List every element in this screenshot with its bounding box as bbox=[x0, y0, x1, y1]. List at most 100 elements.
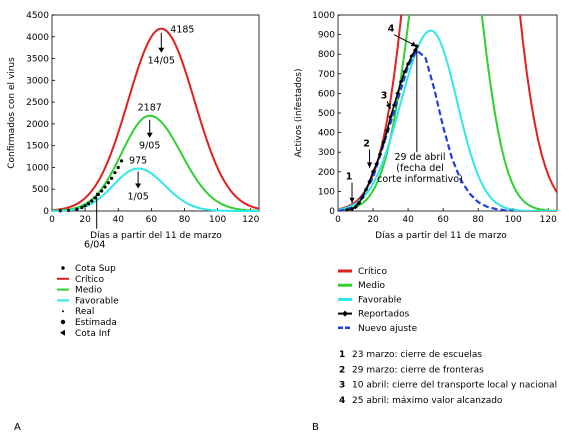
panel-a-y-axis-label: Confirmados con el virus bbox=[7, 57, 17, 169]
panel-a-observed-point bbox=[116, 165, 120, 170]
panel-b-series-medio bbox=[338, 15, 557, 211]
panel-b-note-text: 23 marzo: cierre de escuelas bbox=[352, 350, 482, 360]
panel-b-plot-area bbox=[338, 15, 557, 211]
panel-b-notes: 1 23 marzo: cierre de escuelas 2 29 marzo: … bbox=[339, 350, 557, 406]
panel-b-y-axis-label: Activos (infestados) bbox=[294, 69, 304, 158]
panel-b-series-favorable bbox=[338, 29, 557, 211]
panel-b-y-tick-label: 700 bbox=[318, 70, 335, 80]
panel-b-reportados-point bbox=[374, 161, 379, 167]
panel-a-observed-point bbox=[100, 189, 104, 193]
panel-b-legend-label: Reportados bbox=[358, 310, 410, 320]
panel-b-reportados-point bbox=[367, 179, 372, 184]
panel-a-y-tick-label: 500 bbox=[32, 185, 49, 195]
panel-b-x-tick-label: 0 bbox=[335, 215, 341, 225]
panel-a-x-tick-label: 40 bbox=[113, 215, 125, 225]
panel-b-event-1-label: 1 bbox=[346, 172, 353, 183]
panel-a-y-tick-label: 3500 bbox=[26, 55, 49, 65]
panel-b-y-tick-label: 400 bbox=[318, 129, 335, 139]
panel-b-reportados-point bbox=[344, 207, 349, 211]
panel-a-x-tick-label: 0 bbox=[49, 215, 55, 225]
panel-b-reportados-point bbox=[395, 91, 400, 96]
panel-b-reportados-point bbox=[391, 102, 397, 108]
panel-a-label: A bbox=[14, 422, 21, 433]
panel-a-y-tick-label: 0 bbox=[43, 207, 49, 217]
panel-b-reportados-point bbox=[353, 204, 358, 210]
panel-a-peak-favorable-arrow-head bbox=[135, 183, 142, 189]
panel-b-y-tick-label: 200 bbox=[318, 168, 335, 178]
panel-b-note-text: 29 marzo: cierre de fronteras bbox=[352, 365, 484, 375]
panel-a-y-tick-label: 1500 bbox=[26, 142, 49, 152]
panel-a-x-tick-label: 20 bbox=[79, 215, 91, 225]
panel-a-peak-critico-value: 4185 bbox=[170, 25, 194, 36]
panel-b-legend-marker bbox=[342, 310, 348, 317]
panel-a-x-tick-label: 120 bbox=[242, 215, 259, 225]
panel-b-series-nuevo-ajuste bbox=[338, 48, 514, 211]
panel-a-plot-frame bbox=[51, 14, 260, 212]
panel-b-reportados-point bbox=[388, 114, 393, 120]
panel-a-chart: 0 20 40 60 80 100 120 0 500 1000 1500 2000 2500 3000 3… bbox=[7, 11, 260, 251]
panel-a-peak-favorable-date: 1/05 bbox=[127, 192, 148, 203]
panel-a-observed-point bbox=[103, 185, 107, 189]
panel-b-legend-label: Crítico bbox=[358, 267, 387, 277]
panel-a-observed-point bbox=[113, 171, 117, 175]
panel-b-legend-label: Favorable bbox=[358, 295, 402, 305]
panel-a-observed-point bbox=[86, 201, 91, 206]
panel-a-y-tick-label: 3000 bbox=[26, 76, 49, 86]
panel-a-legend-label: Cota Inf bbox=[75, 329, 111, 339]
panel-a-y-tick-label: 2000 bbox=[26, 120, 49, 130]
panel-a-legend-label: Cota Sup bbox=[75, 264, 116, 274]
panel-b-reportados-point bbox=[356, 200, 362, 206]
panel-b-reportados-point bbox=[384, 128, 390, 133]
panel-b-event-2-arrowhead bbox=[366, 162, 373, 168]
panel-a-date-label: 6/04 bbox=[84, 240, 105, 251]
panel-a-observed-point bbox=[119, 159, 124, 163]
panel-b-y-tick-label: 1000 bbox=[312, 11, 335, 21]
panel-b-label: B bbox=[312, 422, 319, 433]
panel-a-peak-favorable-value: 975 bbox=[129, 156, 147, 167]
panel-b-y-tick-label: 500 bbox=[318, 109, 335, 119]
panel-a-observed-point bbox=[90, 199, 94, 203]
panel-b-cutoff-note-line1: 29 de abril bbox=[394, 152, 445, 163]
panel-b-x-tick-label: 120 bbox=[540, 215, 557, 225]
panel-b-event-4-arrowhead bbox=[410, 41, 417, 47]
panel-a-observed-point bbox=[83, 204, 87, 208]
panel-b-note-number: 1 bbox=[339, 350, 345, 360]
panel-a-legend-swatch bbox=[60, 329, 65, 336]
panel-b-x-tick-label: 100 bbox=[505, 215, 522, 225]
panel-a-y-tick-label: 1000 bbox=[26, 163, 49, 173]
panel-b-x-axis-label: Días a partir del 11 de marzo bbox=[375, 231, 507, 241]
panel-a-y-tick-label: 4000 bbox=[26, 33, 49, 43]
panel-b-y-tick-label: 300 bbox=[318, 148, 335, 158]
panel-b-event-1-arrowhead bbox=[349, 197, 355, 204]
panel-a-peak-critico-arrow-head bbox=[158, 47, 165, 53]
panel-b-reportados-point bbox=[370, 169, 376, 174]
panel-b-event-2-label: 2 bbox=[363, 138, 370, 149]
panel-a-x-tick-label: 60 bbox=[146, 215, 158, 225]
panel-b-note-number: 4 bbox=[339, 396, 345, 406]
panel-a-observed-point bbox=[75, 207, 79, 211]
panel-a-observed-point bbox=[93, 196, 97, 200]
panel-a-observed-point bbox=[58, 209, 62, 213]
panel-b-note-text: 10 abril: cierre del transporte local y … bbox=[352, 381, 557, 391]
panel-a-legend-swatch bbox=[60, 319, 66, 325]
panel-b-legend: Crítico Medio Favorable Reportados Nuevo aju… bbox=[338, 267, 418, 334]
panel-a-series-crtico bbox=[51, 27, 260, 212]
panel-b-y-tick-label: 600 bbox=[318, 89, 335, 99]
panel-a-legend-label: Medio bbox=[75, 286, 103, 296]
panel-b-legend-label: Medio bbox=[358, 281, 386, 291]
panel-a-x-tick-label: 100 bbox=[209, 215, 226, 225]
panel-a-peak-medio-arrow-head bbox=[146, 132, 153, 138]
panel-b-event-3-label: 3 bbox=[381, 90, 388, 101]
panel-a-legend-label: Estimada bbox=[75, 318, 117, 328]
panel-a-peak-critico-date: 14/05 bbox=[148, 56, 175, 67]
panel-a-observed-point bbox=[106, 181, 110, 185]
panel-b-reportados-point bbox=[409, 53, 414, 59]
panel-a-legend-swatch bbox=[62, 310, 64, 313]
panel-b-reportados-point bbox=[405, 61, 411, 67]
panel-b-reportados-point bbox=[402, 69, 407, 75]
panel-a-observed-point bbox=[66, 208, 71, 212]
panel-a-x-tick-label: 80 bbox=[179, 215, 191, 225]
panel-b-note-number: 2 bbox=[339, 365, 345, 375]
panel-b-legend-label: Nuevo ajuste bbox=[358, 324, 418, 334]
